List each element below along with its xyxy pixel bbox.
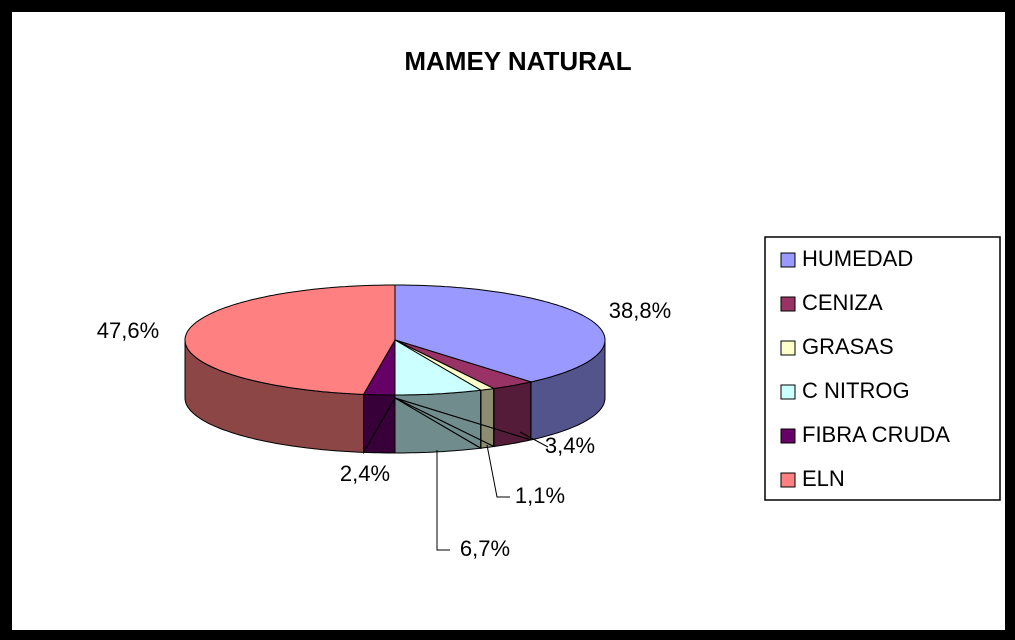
chart-title: MAMEY NATURAL <box>404 46 631 76</box>
legend-swatch <box>780 296 796 312</box>
legend-label: C NITROG <box>802 378 910 403</box>
slice <box>394 284 606 383</box>
data-label: 6,7% <box>460 536 510 561</box>
legend-label: HUMEDAD <box>802 246 913 271</box>
leader-line <box>486 444 510 498</box>
legend <box>764 236 1001 501</box>
leader-line <box>519 431 549 448</box>
data-label: 38,8% <box>609 298 671 323</box>
legend-label: FIBRA CRUDA <box>802 422 950 447</box>
data-label: 1,1% <box>515 483 565 508</box>
legend-swatch <box>780 252 796 268</box>
legend-swatch <box>780 340 796 356</box>
legend-swatch <box>780 472 796 488</box>
slice <box>394 339 533 390</box>
legend-swatch <box>780 428 796 444</box>
slice <box>184 284 396 395</box>
data-label: 3,4% <box>545 433 595 458</box>
legend-label: CENIZA <box>802 290 883 315</box>
leader-line <box>436 450 450 551</box>
data-label: 47,6% <box>97 318 159 343</box>
legend-swatch <box>780 384 796 400</box>
data-label: 2,4% <box>340 461 390 486</box>
legend-label: ELN <box>802 466 845 491</box>
slice <box>394 339 483 396</box>
legend-label: GRASAS <box>802 334 894 359</box>
